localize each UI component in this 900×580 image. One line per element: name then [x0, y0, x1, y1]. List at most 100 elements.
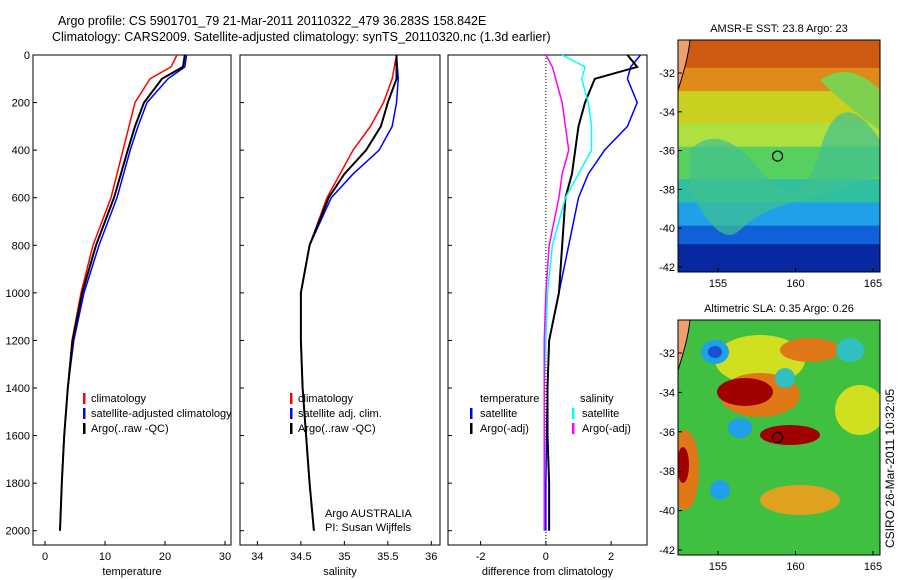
float-position-marker [771, 150, 784, 162]
x-tick-label: 20 [159, 551, 171, 563]
y-tick-label: -42 [659, 262, 675, 274]
map-box [677, 39, 881, 273]
sla-anomaly [836, 338, 864, 362]
sst-eddy [690, 112, 880, 235]
sla-anomaly [760, 485, 840, 515]
y-tick-label: 0 [24, 50, 30, 62]
y-tick-label: 200 [12, 98, 30, 110]
series-line-argo-raw-qc- [59, 54, 186, 531]
annotation-pi: PI: Susan Wijffels [325, 522, 411, 534]
series-line-argo-raw-qc- [299, 55, 398, 531]
y-tick-label: 1400 [6, 383, 30, 395]
legend-label: Argo(..raw -QC) [298, 423, 376, 435]
legend-label: satellite-adjusted climatology [91, 408, 232, 420]
y-tick-label: 1000 [6, 288, 30, 300]
legend-swatch [572, 423, 575, 434]
legend-swatch [83, 408, 86, 419]
map-box [677, 319, 881, 556]
legend-label: satellite adj. clim. [298, 408, 382, 420]
sla-anomaly [710, 480, 730, 500]
map-sla [677, 319, 881, 556]
legend-swatch [470, 408, 473, 419]
float-position-marker [771, 431, 784, 443]
map-field [678, 40, 880, 272]
legend-swatch [83, 423, 86, 434]
legend-label: climatology [298, 393, 354, 405]
sst-band [678, 244, 880, 272]
y-tick-label: -40 [659, 506, 675, 518]
x-tick-label: 2 [608, 551, 614, 563]
y-tick-label: 1200 [6, 335, 30, 347]
x-axis-label: salinity [323, 566, 357, 578]
timestamp-stamp: CSIRO 26-Mar-2011 10:32:05 [883, 388, 897, 548]
y-tick-label: -34 [659, 387, 675, 399]
x-axis-label: temperature [102, 566, 161, 578]
map-field [678, 320, 880, 555]
x-tick-label: 34 [251, 551, 263, 563]
y-tick-label: -42 [659, 545, 675, 557]
coastline [678, 320, 691, 371]
sst-band [678, 225, 880, 246]
y-tick-label: 600 [12, 193, 30, 205]
annotation-institution: Argo AUSTRALIA [325, 508, 412, 520]
x-tick-label: 155 [709, 561, 727, 573]
y-tick-label: -38 [659, 184, 675, 196]
y-tick-label: 2000 [6, 526, 30, 538]
y-tick-label: -38 [659, 466, 675, 478]
map-title: Altimetric SLA: 0.35 Argo: 0.26 [704, 303, 854, 315]
sla-anomaly [775, 368, 795, 388]
legend-label: Argo(..raw -QC) [91, 423, 169, 435]
legend-header-salinity: salinity [580, 393, 614, 405]
x-tick-label: 0 [543, 551, 549, 563]
legend-label: satellite [582, 408, 619, 420]
sst-warm-patch [820, 72, 880, 130]
map-title: AMSR-E SST: 23.8 Argo: 23 [710, 23, 848, 35]
x-tick-label: 30 [219, 551, 231, 563]
x-tick-label: 165 [864, 278, 882, 290]
y-tick-label: 1600 [6, 431, 30, 443]
y-tick-label: 800 [12, 240, 30, 252]
x-tick-label: 160 [786, 561, 804, 573]
sla-anomaly [708, 346, 722, 358]
x-tick-label: 35.5 [377, 551, 398, 563]
legend-header-temperature: temperature [480, 393, 539, 405]
legend-label: Argo(-adj) [582, 423, 631, 435]
sla-anomaly [717, 378, 773, 406]
legend-swatch [83, 393, 86, 404]
legend-swatch [572, 408, 575, 419]
sla-anomaly [780, 338, 840, 362]
y-tick-label: -32 [659, 68, 675, 80]
x-tick-label: 35 [338, 551, 350, 563]
y-tick-label: -36 [659, 427, 675, 439]
legend-swatch [290, 408, 293, 419]
y-tick-label: -36 [659, 146, 675, 158]
axes-box-2 [239, 54, 441, 546]
sla-anomaly [678, 447, 689, 483]
y-tick-label: -34 [659, 107, 675, 119]
sla-anomaly [760, 425, 820, 445]
legend-swatch [290, 423, 293, 434]
x-tick-label: 34.5 [290, 551, 311, 563]
y-tick-label: 400 [12, 145, 30, 157]
x-tick-label: -2 [476, 551, 486, 563]
series-line-salinity-argo-adj- [543, 54, 570, 531]
x-axis-label: difference from climatology [482, 566, 614, 578]
coastline [678, 40, 691, 91]
y-tick-label: -32 [659, 348, 675, 360]
sla-anomaly [835, 385, 880, 435]
y-tick-label: 1800 [6, 478, 30, 490]
title-line-1: Argo profile: CS 5901701_79 21-Mar-2011 … [58, 14, 487, 28]
map-sst [677, 39, 881, 273]
x-tick-label: 155 [709, 278, 727, 290]
legend-swatch [470, 423, 473, 434]
legend-label: satellite [480, 408, 517, 420]
x-tick-label: 36 [425, 551, 437, 563]
x-tick-label: 160 [786, 278, 804, 290]
legend-swatch [290, 393, 293, 404]
x-tick-label: 165 [864, 561, 882, 573]
sst-band [678, 40, 880, 69]
sla-anomaly [728, 418, 752, 438]
x-tick-label: 0 [42, 551, 48, 563]
